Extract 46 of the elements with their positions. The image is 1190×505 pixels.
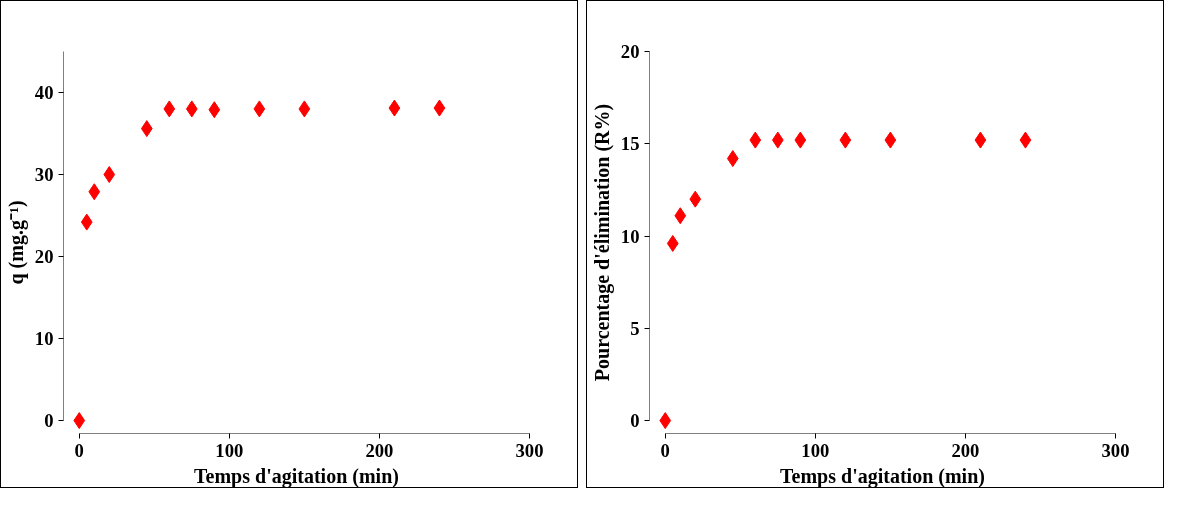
y-tick-label: 0 [44,410,54,432]
y-axis-title: q (mg.g⁻¹) [4,200,28,285]
point [749,131,762,149]
point [839,131,852,149]
y-tick-label: 15 [620,133,640,155]
point [298,100,311,118]
x-tick-label: 300 [1101,439,1130,461]
point [1019,131,1032,149]
y-tick-label: 10 [620,225,640,247]
x-axis-title: Temps d'agitation (min) [780,464,985,488]
point [80,213,93,231]
x-tick-label: 300 [515,439,544,461]
x-tick-label: 0 [74,439,84,461]
x-axis-title: Temps d'agitation (min) [194,464,399,488]
y-tick-label: 40 [34,82,54,104]
point [253,100,266,118]
x-tick-label: 200 [951,439,980,461]
x-tick-label: 0 [660,439,670,461]
point [163,100,176,118]
y-tick-label: 20 [34,246,54,268]
point [974,131,987,149]
point [659,412,672,430]
point [674,207,687,225]
point [103,166,116,184]
point [666,234,679,252]
point [884,131,897,149]
y-tick-label: 10 [34,328,54,350]
y-tick-label: 0 [630,410,640,432]
y-tick-label: 5 [630,317,640,339]
point [73,412,86,430]
y-tick-label: 30 [34,164,54,186]
point [140,120,153,138]
point [208,101,221,119]
y-axis-title: Pourcentage d'élimination (R%) [590,103,614,382]
point [726,150,739,168]
point [794,131,807,149]
point [771,131,784,149]
point [689,190,702,208]
point [433,99,446,117]
x-tick-label: 100 [801,439,830,461]
x-tick-label: 200 [365,439,394,461]
point [388,99,401,117]
y-tick-label: 20 [620,41,640,62]
point [88,183,101,201]
x-tick-label: 100 [215,439,244,461]
point [185,100,198,118]
